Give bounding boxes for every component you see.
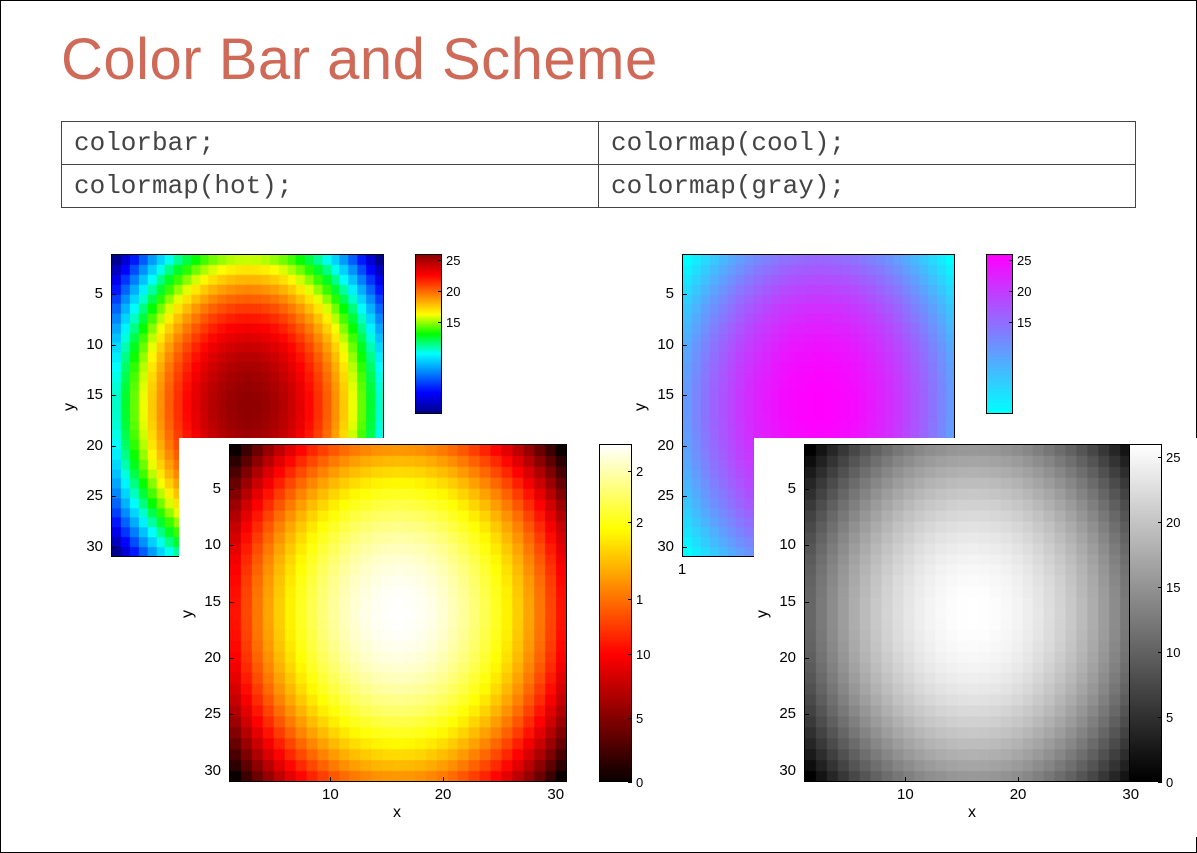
y-axis-label: y bbox=[179, 610, 197, 618]
colorbar-hot bbox=[599, 444, 632, 782]
code-cell: colorbar; bbox=[62, 122, 599, 165]
code-table: colorbar; colormap(cool); colormap(hot);… bbox=[61, 121, 1136, 208]
code-cell: colormap(hot); bbox=[62, 165, 599, 208]
colorbar-gray bbox=[1129, 444, 1162, 782]
y-axis-label: y bbox=[61, 403, 79, 411]
code-cell: colormap(gray); bbox=[599, 165, 1136, 208]
heatmap-gray bbox=[804, 444, 1142, 782]
colorbar-cool bbox=[986, 254, 1013, 414]
page-title: Color Bar and Scheme bbox=[61, 26, 658, 93]
x-axis-label: x bbox=[968, 804, 976, 822]
x-axis-label: x bbox=[393, 804, 401, 822]
colorbar-jet bbox=[415, 254, 442, 414]
heatmap-hot bbox=[229, 444, 567, 782]
y-axis-label: y bbox=[632, 403, 650, 411]
code-cell: colormap(cool); bbox=[599, 122, 1136, 165]
y-axis-label: y bbox=[754, 610, 772, 618]
